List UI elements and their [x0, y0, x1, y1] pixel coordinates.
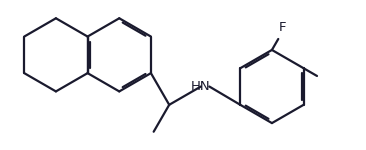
Text: F: F: [279, 21, 286, 34]
Text: HN: HN: [191, 80, 211, 93]
